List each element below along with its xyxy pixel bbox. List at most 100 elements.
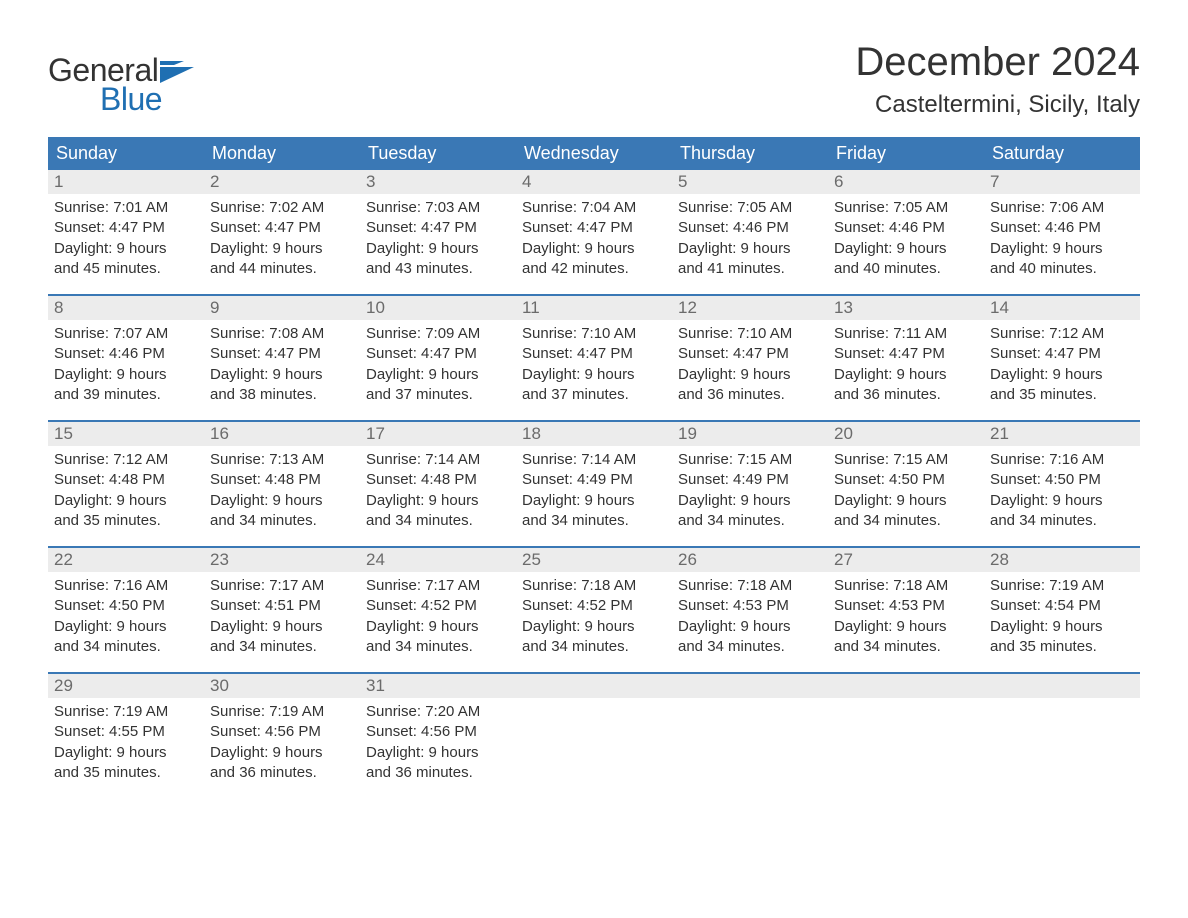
daylight-line-1: Daylight: 9 hours xyxy=(54,617,196,637)
daylight-line-2: and 37 minutes. xyxy=(522,385,664,405)
sunset-line: Sunset: 4:49 PM xyxy=(678,470,820,490)
daydata-row: Sunrise: 7:19 AMSunset: 4:55 PMDaylight:… xyxy=(48,698,1140,785)
sunset-line: Sunset: 4:47 PM xyxy=(210,218,352,238)
daylight-line-1: Daylight: 9 hours xyxy=(990,491,1132,511)
daynum-cell: 23 xyxy=(204,547,360,572)
sunrise-line: Sunrise: 7:01 AM xyxy=(54,198,196,218)
daylight-line-1: Daylight: 9 hours xyxy=(678,365,820,385)
daynum-cell: 26 xyxy=(672,547,828,572)
daylight-line-2: and 41 minutes. xyxy=(678,259,820,279)
daynum-row: 293031 xyxy=(48,673,1140,698)
daylight-line-2: and 35 minutes. xyxy=(54,511,196,531)
day-cell: Sunrise: 7:12 AMSunset: 4:47 PMDaylight:… xyxy=(984,320,1140,407)
day-cell: Sunrise: 7:01 AMSunset: 4:47 PMDaylight:… xyxy=(48,194,204,281)
daylight-line-1: Daylight: 9 hours xyxy=(210,365,352,385)
daylight-line-1: Daylight: 9 hours xyxy=(834,365,976,385)
sunrise-line: Sunrise: 7:19 AM xyxy=(210,702,352,722)
sunset-line: Sunset: 4:48 PM xyxy=(210,470,352,490)
daydata-row: Sunrise: 7:16 AMSunset: 4:50 PMDaylight:… xyxy=(48,572,1140,659)
sunset-line: Sunset: 4:46 PM xyxy=(834,218,976,238)
day-cell: Sunrise: 7:12 AMSunset: 4:48 PMDaylight:… xyxy=(48,446,204,533)
day-cell: Sunrise: 7:19 AMSunset: 4:55 PMDaylight:… xyxy=(48,698,204,785)
daynum-row: 1234567 xyxy=(48,170,1140,194)
header: General Blue December 2024 Casteltermini… xyxy=(48,40,1140,119)
daylight-line-1: Daylight: 9 hours xyxy=(522,491,664,511)
daynum-cell: 31 xyxy=(360,673,516,698)
daylight-line-1: Daylight: 9 hours xyxy=(366,743,508,763)
day-lines: Sunrise: 7:19 AMSunset: 4:54 PMDaylight:… xyxy=(990,576,1132,657)
daylight-line-2: and 34 minutes. xyxy=(678,511,820,531)
sunset-line: Sunset: 4:53 PM xyxy=(678,596,820,616)
daylight-line-2: and 37 minutes. xyxy=(366,385,508,405)
day-lines: Sunrise: 7:10 AMSunset: 4:47 PMDaylight:… xyxy=(678,324,820,405)
sunrise-line: Sunrise: 7:06 AM xyxy=(990,198,1132,218)
daylight-line-2: and 43 minutes. xyxy=(366,259,508,279)
daylight-line-1: Daylight: 9 hours xyxy=(366,617,508,637)
location: Casteltermini, Sicily, Italy xyxy=(855,91,1140,119)
daylight-line-1: Daylight: 9 hours xyxy=(834,617,976,637)
daynum-cell: 14 xyxy=(984,295,1140,320)
day-cell: Sunrise: 7:07 AMSunset: 4:46 PMDaylight:… xyxy=(48,320,204,407)
day-lines: Sunrise: 7:18 AMSunset: 4:53 PMDaylight:… xyxy=(678,576,820,657)
day-lines: Sunrise: 7:16 AMSunset: 4:50 PMDaylight:… xyxy=(990,450,1132,531)
day-lines: Sunrise: 7:15 AMSunset: 4:49 PMDaylight:… xyxy=(678,450,820,531)
daylight-line-2: and 34 minutes. xyxy=(366,637,508,657)
daynum-cell: 6 xyxy=(828,170,984,194)
daylight-line-2: and 36 minutes. xyxy=(678,385,820,405)
daynum-cell: 19 xyxy=(672,421,828,446)
day-cell: Sunrise: 7:15 AMSunset: 4:49 PMDaylight:… xyxy=(672,446,828,533)
daynum-cell: 12 xyxy=(672,295,828,320)
sunrise-line: Sunrise: 7:02 AM xyxy=(210,198,352,218)
sunset-line: Sunset: 4:49 PM xyxy=(522,470,664,490)
sunset-line: Sunset: 4:50 PM xyxy=(834,470,976,490)
day-cell: Sunrise: 7:19 AMSunset: 4:56 PMDaylight:… xyxy=(204,698,360,785)
daynum-cell: 7 xyxy=(984,170,1140,194)
sunrise-line: Sunrise: 7:16 AM xyxy=(990,450,1132,470)
daynum-cell: 16 xyxy=(204,421,360,446)
day-lines: Sunrise: 7:08 AMSunset: 4:47 PMDaylight:… xyxy=(210,324,352,405)
sunrise-line: Sunrise: 7:09 AM xyxy=(366,324,508,344)
dow-cell: Friday xyxy=(828,137,984,170)
sunset-line: Sunset: 4:47 PM xyxy=(522,344,664,364)
sunset-line: Sunset: 4:52 PM xyxy=(366,596,508,616)
daylight-line-2: and 45 minutes. xyxy=(54,259,196,279)
day-lines: Sunrise: 7:14 AMSunset: 4:48 PMDaylight:… xyxy=(366,450,508,531)
daynum-cell: 13 xyxy=(828,295,984,320)
sunrise-line: Sunrise: 7:05 AM xyxy=(834,198,976,218)
daynum-cell: 15 xyxy=(48,421,204,446)
day-cell: Sunrise: 7:14 AMSunset: 4:49 PMDaylight:… xyxy=(516,446,672,533)
day-cell: Sunrise: 7:02 AMSunset: 4:47 PMDaylight:… xyxy=(204,194,360,281)
sunrise-line: Sunrise: 7:05 AM xyxy=(678,198,820,218)
day-cell: Sunrise: 7:13 AMSunset: 4:48 PMDaylight:… xyxy=(204,446,360,533)
sunrise-line: Sunrise: 7:11 AM xyxy=(834,324,976,344)
daynum-cell: 21 xyxy=(984,421,1140,446)
dow-header-row: SundayMondayTuesdayWednesdayThursdayFrid… xyxy=(48,137,1140,170)
daylight-line-2: and 39 minutes. xyxy=(54,385,196,405)
daynum-cell: 30 xyxy=(204,673,360,698)
day-cell: Sunrise: 7:14 AMSunset: 4:48 PMDaylight:… xyxy=(360,446,516,533)
daylight-line-1: Daylight: 9 hours xyxy=(522,617,664,637)
daynum-cell: 8 xyxy=(48,295,204,320)
week-spacer xyxy=(48,533,1140,547)
sunrise-line: Sunrise: 7:16 AM xyxy=(54,576,196,596)
daylight-line-1: Daylight: 9 hours xyxy=(678,239,820,259)
daylight-line-1: Daylight: 9 hours xyxy=(834,491,976,511)
daylight-line-1: Daylight: 9 hours xyxy=(522,239,664,259)
sunrise-line: Sunrise: 7:03 AM xyxy=(366,198,508,218)
week-spacer xyxy=(48,281,1140,295)
sunset-line: Sunset: 4:48 PM xyxy=(54,470,196,490)
sunset-line: Sunset: 4:47 PM xyxy=(210,344,352,364)
daynum-cell xyxy=(984,673,1140,698)
day-lines: Sunrise: 7:12 AMSunset: 4:48 PMDaylight:… xyxy=(54,450,196,531)
daylight-line-2: and 36 minutes. xyxy=(366,763,508,783)
dow-cell: Saturday xyxy=(984,137,1140,170)
day-lines: Sunrise: 7:05 AMSunset: 4:46 PMDaylight:… xyxy=(678,198,820,279)
day-lines: Sunrise: 7:01 AMSunset: 4:47 PMDaylight:… xyxy=(54,198,196,279)
daylight-line-2: and 35 minutes. xyxy=(54,763,196,783)
daylight-line-1: Daylight: 9 hours xyxy=(990,365,1132,385)
daylight-line-1: Daylight: 9 hours xyxy=(834,239,976,259)
daylight-line-2: and 38 minutes. xyxy=(210,385,352,405)
daylight-line-2: and 34 minutes. xyxy=(834,637,976,657)
daynum-cell: 4 xyxy=(516,170,672,194)
sunrise-line: Sunrise: 7:19 AM xyxy=(54,702,196,722)
